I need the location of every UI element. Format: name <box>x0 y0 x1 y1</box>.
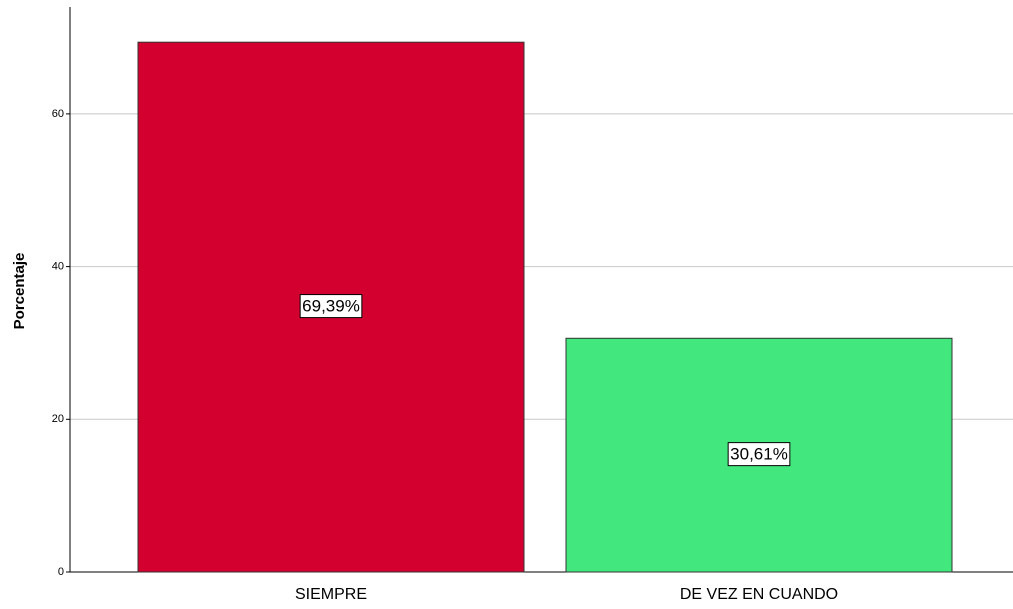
value-label-box <box>727 442 791 467</box>
value-label: 69,39% <box>302 297 360 316</box>
y-axis-title: Porcentaje <box>11 253 28 330</box>
y-tick-label: 20 <box>52 413 64 425</box>
bar <box>137 41 525 573</box>
y-tick-label: 60 <box>52 108 64 120</box>
y-tick-label: 40 <box>52 261 64 273</box>
y-tick-label: 0 <box>58 566 64 578</box>
value-label-box <box>299 294 363 319</box>
x-tick-label: DE VEZ EN CUANDO <box>680 586 838 603</box>
x-tick-label: SIEMPRE <box>295 586 367 603</box>
value-label: 30,61% <box>730 445 788 464</box>
